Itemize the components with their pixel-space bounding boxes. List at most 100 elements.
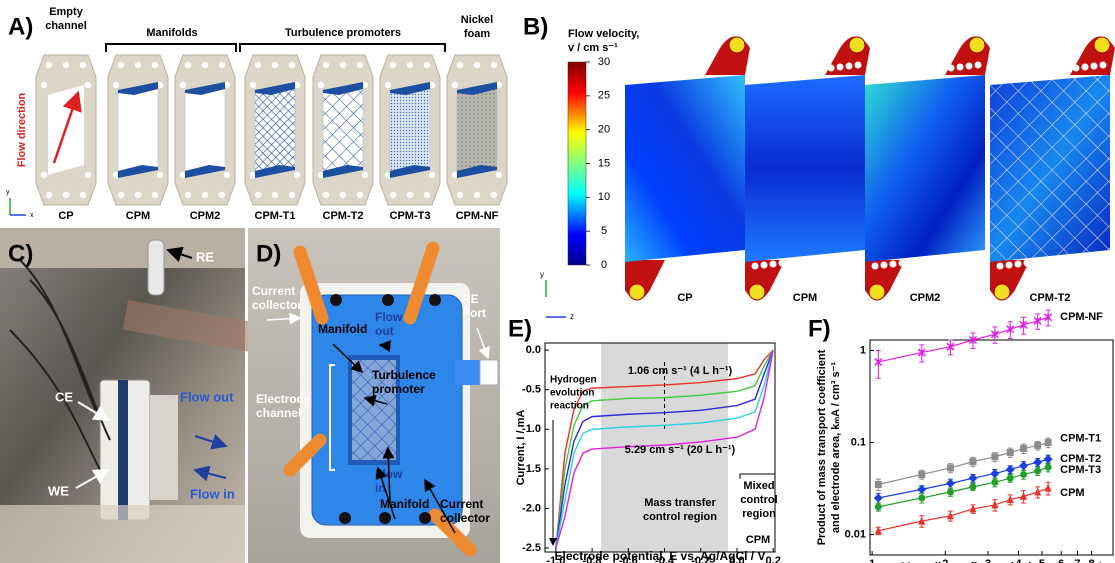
plate-hole	[289, 62, 295, 68]
callout: Manifold	[318, 322, 367, 336]
plate-hole	[185, 192, 191, 198]
manifold-pillar	[899, 260, 906, 267]
bracket	[740, 474, 775, 479]
panel-label: A)	[8, 13, 33, 40]
marker	[1034, 468, 1041, 475]
callout: Manifold	[380, 497, 429, 511]
plate-hole	[318, 82, 324, 88]
manifold-pillar	[975, 62, 982, 69]
axis-label: y	[6, 189, 10, 196]
channel	[118, 85, 158, 175]
annotation: control region	[643, 511, 717, 523]
marker	[1020, 471, 1027, 478]
manifold-pillar	[930, 67, 937, 74]
plate-hole	[46, 62, 52, 68]
plate-hole	[41, 172, 47, 178]
annotation: Mass transfer	[644, 497, 716, 509]
channel	[185, 85, 225, 175]
mesh	[990, 75, 1110, 262]
plate-hole	[85, 82, 91, 88]
panel-label: B)	[523, 13, 548, 40]
plot-frame	[870, 340, 1113, 555]
plate-hole	[46, 192, 52, 198]
annotation: Mixed	[743, 480, 774, 492]
callout: CE	[55, 389, 73, 404]
cell-layer	[118, 380, 128, 520]
plate-hole	[118, 62, 124, 68]
bracket	[106, 44, 445, 52]
marker	[990, 469, 999, 478]
marker	[918, 471, 925, 478]
marker	[1045, 464, 1052, 471]
plate-hole	[424, 62, 430, 68]
y-tick-label: 0.0	[526, 344, 541, 356]
plate-hole	[85, 172, 91, 178]
flow-direction: Flow direction	[16, 92, 28, 167]
plate-hole	[41, 82, 47, 88]
nozzle-tip	[1094, 37, 1110, 53]
plate-hole	[357, 62, 363, 68]
manifold-pillar	[1055, 67, 1062, 74]
plate-hole	[424, 192, 430, 198]
manifold-pillar	[908, 259, 915, 266]
manifold-pillar	[837, 64, 844, 71]
plate-hole	[362, 172, 368, 178]
marker	[1007, 475, 1014, 482]
plate-hole	[385, 82, 391, 88]
plate-hole	[390, 192, 396, 198]
colorbar-tick-label: 5	[601, 225, 607, 237]
bolt	[429, 294, 441, 306]
plate-hole	[323, 62, 329, 68]
plate-label: CPM-NF	[456, 210, 499, 222]
y-tick-label: -2.0	[522, 502, 541, 514]
manifold-pillar	[1006, 262, 1013, 269]
plate-hole	[80, 192, 86, 198]
plate-hole	[491, 62, 497, 68]
plate-hole	[496, 172, 502, 178]
callout: Electrode	[256, 392, 311, 406]
annotation: region	[742, 508, 776, 520]
callout: Flow out	[180, 389, 234, 404]
colorbar-tick-label: 30	[598, 56, 610, 68]
marker	[875, 481, 882, 488]
annotation: CPM	[746, 534, 770, 546]
callout: Flow in	[190, 486, 235, 501]
manifold-pillar	[917, 258, 924, 265]
manifold-pillar	[948, 65, 955, 72]
plate-hole	[180, 82, 186, 88]
y-tick-label: 1	[860, 344, 866, 356]
marker	[947, 464, 954, 471]
header: foam	[464, 28, 491, 40]
plate-hole	[113, 82, 119, 88]
manifold-pillar	[752, 263, 759, 270]
manifold-pillar	[810, 67, 817, 74]
callout: collector	[252, 298, 302, 312]
marker	[1020, 321, 1027, 328]
manifold-pillar	[1073, 65, 1080, 72]
marker	[946, 479, 955, 488]
plate-hole	[457, 192, 463, 198]
axis-label: z	[570, 312, 574, 321]
callout: WE	[48, 483, 69, 498]
manifold-pillar	[819, 66, 826, 73]
plate-hole	[157, 172, 163, 178]
bolt	[419, 512, 431, 524]
panel-label: E)	[508, 315, 532, 342]
manifold-pillar	[846, 63, 853, 70]
flow-field	[745, 75, 865, 262]
manifold-pillar	[828, 65, 835, 72]
axis-label: x	[30, 212, 34, 219]
y-tick-label: -0.5	[522, 384, 541, 396]
plate-hole	[294, 172, 300, 178]
panel-c: C) RE CE WE Flow out Flow in	[0, 228, 266, 563]
plate-hole	[289, 192, 295, 198]
marker	[969, 483, 976, 490]
panel-label: C)	[8, 240, 33, 267]
manifold-pillar	[966, 63, 973, 70]
plate-hole	[407, 62, 413, 68]
marker	[1019, 461, 1028, 470]
marker	[918, 494, 925, 501]
callout-arrow	[380, 345, 390, 346]
manifold-pillar	[797, 258, 804, 265]
manifold-pillar	[1100, 62, 1107, 69]
